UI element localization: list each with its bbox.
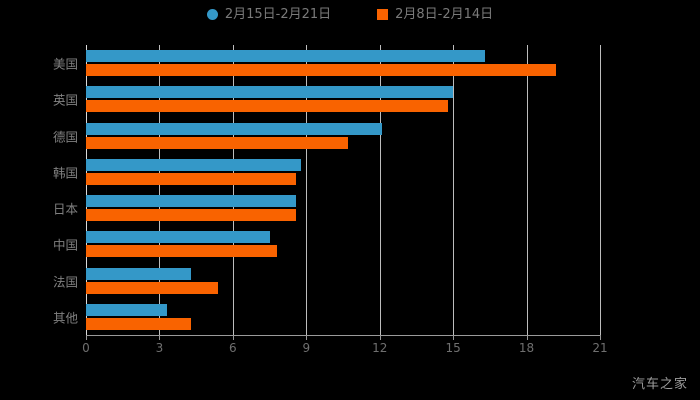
bar-1-2 (86, 136, 348, 149)
x-tick-mark (379, 335, 381, 340)
legend-label-1: 2月8日-2月14日 (395, 7, 494, 22)
x-tick-label: 0 (82, 341, 90, 355)
category-label-3: 韩国 (52, 165, 78, 181)
x-gridline (453, 45, 455, 335)
chart-legend: 2月15日-2月21日 2月8日-2月14日 (0, 8, 700, 21)
x-tick-label: 9 (302, 341, 311, 355)
bar-1-1 (86, 100, 449, 113)
x-gridline (379, 45, 381, 335)
x-gridline (306, 45, 308, 335)
bar-0-6 (86, 267, 192, 280)
bar-0-2 (86, 122, 383, 135)
y-axis-line (86, 45, 87, 335)
plot-area (86, 45, 601, 335)
legend-label-0: 2月15日-2月21日 (224, 7, 332, 22)
bar-1-0 (86, 64, 556, 77)
x-tick-mark (600, 335, 601, 340)
bar-0-3 (86, 158, 302, 171)
x-tick-mark (306, 335, 308, 340)
x-tick-mark (159, 335, 161, 340)
x-tick-label: 6 (229, 341, 237, 355)
x-axis-line (86, 335, 601, 336)
category-label-1: 英国 (52, 92, 78, 108)
bar-1-6 (86, 281, 219, 294)
category-label-4: 日本 (52, 201, 78, 217)
legend-circle-icon (206, 9, 218, 20)
category-label-6: 法国 (52, 274, 78, 290)
x-tick-mark (526, 335, 528, 340)
bar-0-4 (86, 195, 297, 208)
category-label-7: 其他 (52, 310, 78, 326)
bar-0-7 (86, 303, 167, 316)
legend-square-icon (377, 9, 389, 20)
bar-0-0 (86, 50, 485, 63)
bar-1-7 (86, 317, 192, 330)
x-gridline (526, 45, 528, 335)
x-tick-label: 15 (445, 341, 461, 355)
bar-1-4 (86, 209, 297, 222)
legend-item-1[interactable]: 2月8日-2月14日 (377, 8, 493, 21)
watermark-label: 汽车之家 (631, 377, 688, 392)
category-label-0: 美国 (52, 56, 78, 72)
category-label-5: 中国 (52, 237, 78, 253)
bar-0-1 (86, 86, 454, 99)
x-gridline (232, 45, 234, 335)
x-tick-label: 12 (372, 341, 388, 355)
x-tick-mark (86, 335, 87, 340)
x-gridline (600, 45, 601, 335)
legend-item-0[interactable]: 2月15日-2月21日 (206, 7, 332, 22)
bar-1-3 (86, 172, 297, 185)
bar-0-5 (86, 231, 270, 244)
x-tick-label: 21 (592, 341, 608, 355)
x-tick-mark (453, 335, 455, 340)
x-tick-mark (232, 335, 234, 340)
bar-1-5 (86, 245, 277, 258)
category-axis-labels: 美国英国德国韩国日本中国法国其他 (8, 45, 78, 335)
x-tick-label: 18 (518, 341, 535, 355)
x-tick-label: 3 (155, 341, 164, 355)
x-gridline (159, 45, 161, 335)
category-label-2: 德国 (52, 129, 78, 145)
